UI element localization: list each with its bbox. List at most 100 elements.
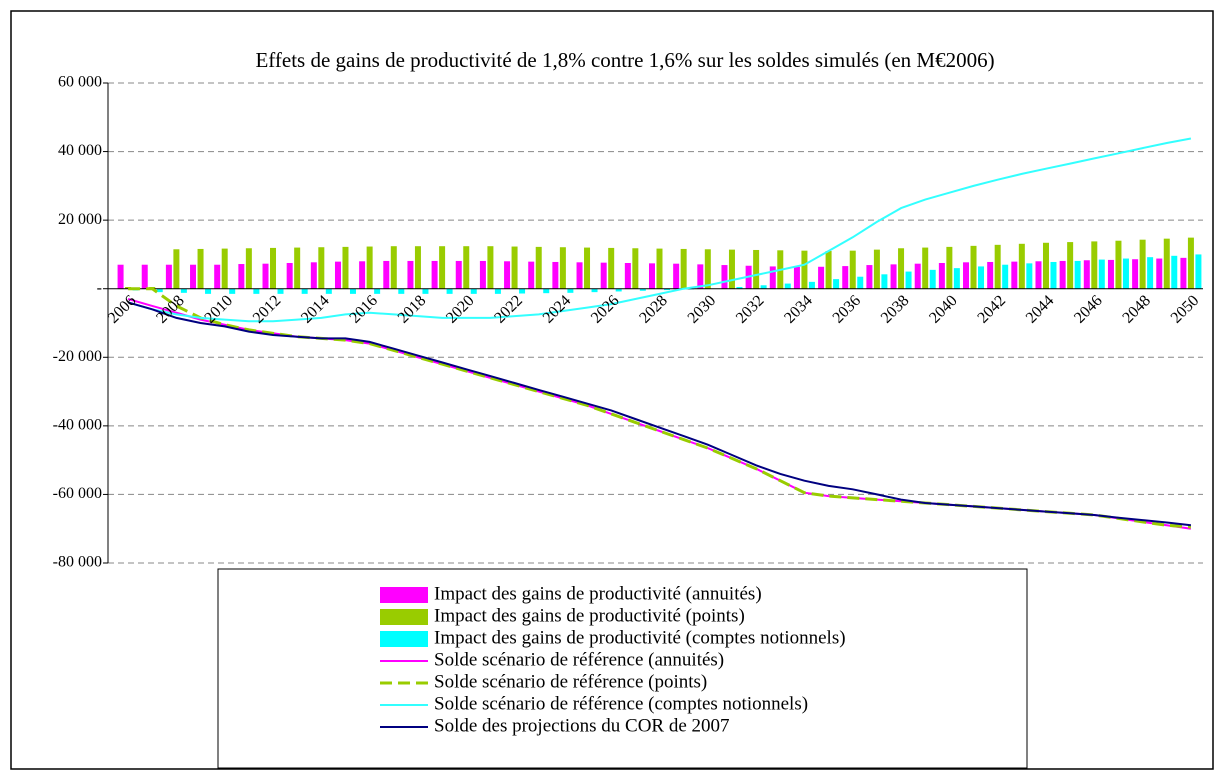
bar — [833, 279, 840, 289]
bar — [286, 263, 293, 289]
bar — [349, 288, 356, 294]
bar — [398, 288, 405, 294]
bar — [1059, 260, 1066, 289]
bar — [342, 246, 349, 289]
bar — [760, 285, 767, 289]
bar — [504, 261, 511, 289]
bar — [866, 265, 873, 289]
bar — [205, 288, 212, 294]
bar — [559, 247, 566, 289]
bar — [673, 263, 680, 289]
bar — [180, 288, 187, 293]
bar — [310, 262, 317, 289]
bar — [1163, 238, 1170, 289]
bar — [439, 246, 446, 289]
bar — [359, 261, 366, 289]
bar — [736, 287, 743, 289]
bar — [238, 264, 245, 289]
bar — [552, 261, 559, 289]
bar — [1107, 259, 1114, 289]
legend-box — [217, 568, 1028, 769]
bar — [576, 262, 583, 289]
line — [127, 137, 1192, 323]
legend-label: Impact des gains de productivité (annuit… — [434, 583, 762, 604]
bar — [221, 248, 228, 289]
bar — [156, 288, 163, 293]
bar — [1147, 257, 1154, 289]
bar — [519, 288, 526, 294]
bar — [455, 260, 462, 289]
y-tick-label: 20 000 — [58, 211, 102, 228]
bar — [301, 288, 308, 294]
bar — [1026, 263, 1033, 289]
bar — [277, 288, 284, 294]
bar — [1074, 260, 1081, 289]
bar — [422, 288, 429, 294]
bar — [584, 247, 591, 289]
bar — [1195, 254, 1202, 289]
bar — [1035, 261, 1042, 289]
bar — [262, 263, 269, 289]
bar — [929, 269, 936, 289]
bar — [801, 250, 808, 289]
bar — [1002, 264, 1009, 289]
legend-label: Solde scénario de référence (comptes not… — [434, 693, 808, 714]
bar — [825, 251, 832, 289]
bar — [769, 266, 776, 289]
bar — [1042, 242, 1049, 289]
bar — [890, 264, 897, 289]
bar — [753, 249, 760, 289]
bar — [938, 263, 945, 289]
bar — [374, 288, 381, 294]
chart-title: Effets de gains de productivité de 1,8% … — [255, 48, 994, 72]
bar — [125, 287, 132, 289]
bar — [383, 260, 390, 289]
bar — [728, 249, 735, 289]
y-tick-label: -40 000 — [53, 417, 102, 434]
legend-label: Solde scénario de référence (points) — [434, 671, 707, 692]
bar — [664, 288, 670, 291]
bar — [591, 288, 598, 293]
bar — [600, 262, 607, 289]
bar — [390, 246, 397, 289]
bar — [649, 263, 655, 289]
bar — [963, 262, 970, 289]
legend-swatch — [380, 609, 428, 625]
bar — [1083, 260, 1090, 289]
bar — [214, 264, 221, 289]
bar — [1011, 261, 1018, 289]
bar — [1156, 258, 1163, 289]
bar — [197, 248, 204, 289]
bar — [463, 246, 470, 289]
bar — [567, 288, 574, 293]
bar — [479, 260, 486, 289]
bar — [407, 260, 414, 289]
bar — [704, 249, 711, 289]
bar — [245, 248, 252, 289]
bar — [165, 264, 172, 289]
bar — [1122, 258, 1129, 289]
bar — [414, 246, 421, 289]
bar — [431, 260, 438, 289]
bar — [818, 266, 825, 289]
bar — [784, 283, 791, 289]
bar — [624, 263, 631, 289]
bar — [898, 248, 905, 289]
bar — [1132, 259, 1139, 289]
bar — [922, 247, 929, 289]
legend-label: Impact des gains de productivité (compte… — [434, 627, 846, 648]
bar — [905, 271, 912, 289]
y-tick-label: 60 000 — [58, 74, 102, 91]
y-tick-label: -20 000 — [53, 348, 102, 365]
legend-label: Solde des projections du COR de 2007 — [434, 715, 730, 736]
bar — [987, 261, 994, 289]
bar — [487, 246, 494, 289]
bar — [953, 268, 960, 289]
bar — [1050, 261, 1057, 289]
bar — [366, 246, 373, 289]
bar — [229, 288, 236, 294]
bar — [680, 248, 687, 289]
y-tick-label: -80 000 — [53, 554, 102, 571]
bar — [446, 288, 453, 294]
